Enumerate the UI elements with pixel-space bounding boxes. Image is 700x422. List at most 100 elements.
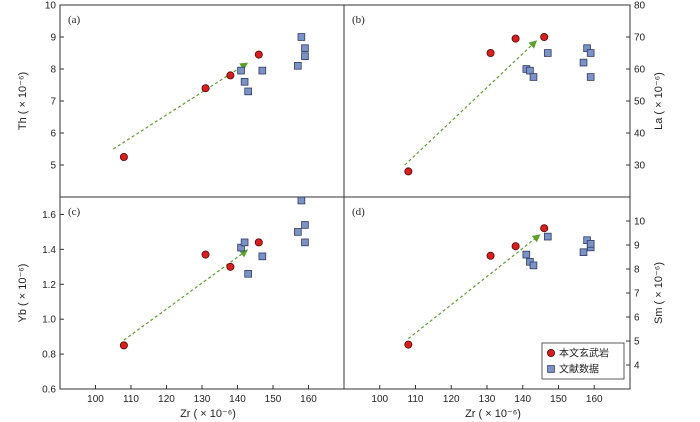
y-tick-label: 1.4 [42,245,56,256]
panel-label: (a) [68,14,81,26]
trend-line [123,253,243,341]
data-point-literature [301,52,309,60]
y-tick-label: 1.2 [42,280,56,291]
y-tick-label: 10 [45,1,57,12]
data-point-literature [522,250,531,259]
panel-0: (a) 5 6 7 8 9 10 Th ( × 10⁻⁶) [17,1,345,198]
panel-2: (c) 0.6 0.8 1.0 1.2 1.4 1.6 100 110 120 130 140 150 1… [17,196,345,420]
x-tick-label: 140 [229,394,246,405]
data-point-literature [586,73,595,81]
y-tick-label: 50 [634,97,646,108]
x-tick-label: 110 [408,394,424,405]
panel-label: (c) [68,206,81,218]
data-point-literature [526,66,534,75]
y-tick-label: 40 [634,129,646,140]
y-tick-label: 60 [634,65,646,76]
plot-frame [343,4,631,198]
data-point-literature [297,33,306,41]
x-tick-label: 150 [265,394,282,405]
x-tick-label: 110 [123,394,139,405]
x-axis-label: Zr ( × 10⁻⁶) [465,408,521,420]
data-point-basalt [226,71,235,80]
x-tick-label: 120 [443,394,460,405]
y-tick-label: 8 [50,65,56,76]
data-point-literature [579,248,588,257]
legend-box [541,342,625,380]
data-point-literature [529,73,538,81]
x-tick-label: 160 [300,394,317,405]
trend-line [404,45,532,166]
data-point-literature [258,252,267,261]
data-point-literature [586,239,595,248]
y-tick-label: 7 [634,289,640,300]
x-axis-label: Zr ( × 10⁻⁶) [180,408,236,420]
data-point-literature [237,66,245,75]
data-point-basalt [226,262,235,271]
data-point-literature [586,49,595,57]
y-tick-label: 30 [634,161,646,172]
data-point-literature [543,232,552,241]
y-tick-label: 1.6 [42,210,56,221]
data-point-literature [301,221,309,229]
data-point-literature [579,58,588,67]
data-point-basalt [254,238,263,247]
data-point-basalt [201,250,210,259]
data-point-basalt [201,84,210,93]
data-point-literature [240,78,249,86]
trend-line [112,66,242,150]
data-point-literature [258,66,267,75]
trend-line [407,238,535,340]
x-tick-label: 130 [194,394,211,405]
y-tick-label: 7 [50,97,56,108]
data-point-literature [240,238,249,247]
panel-label: (d) [352,206,365,218]
legend-label-basalt: 本文玄武岩 [559,347,609,360]
data-point-literature [529,261,538,270]
data-point-basalt [511,242,520,251]
x-tick-label: 100 [87,394,104,405]
legend-label-literature: 文献数据 [559,363,599,376]
y-tick-label: 0.8 [42,350,56,361]
y-axis-label: Th ( × 10⁻⁶) [17,72,29,130]
data-point-basalt [404,340,413,349]
data-point-literature [244,87,252,96]
data-point-basalt [254,50,263,59]
y-tick-label: 6 [50,129,56,140]
data-point-basalt [404,167,413,176]
data-point-literature [294,62,302,70]
legend-marker-literature [547,365,555,373]
data-point-literature [294,228,302,236]
data-point-basalt [511,34,520,43]
data-point-basalt [540,33,549,42]
y-tick-label: 8 [634,265,640,276]
x-tick-label: 160 [586,394,603,405]
y-axis-label: Yb ( × 10⁻⁶) [17,264,29,323]
trend-arrowhead [528,40,538,49]
x-tick-label: 100 [371,394,388,405]
y-axis-label: Sm ( × 10⁻⁶) [653,262,665,324]
y-tick-label: 9 [50,33,56,44]
y-tick-label: 5 [50,161,56,172]
panel-label: (b) [352,14,365,26]
data-point-basalt [486,49,495,58]
legend-marker-basalt [547,348,556,357]
trend-arrowhead [239,62,249,71]
data-point-basalt [119,152,128,161]
y-axis-label: La ( × 10⁻⁶) [653,72,665,130]
data-point-basalt [486,251,495,260]
data-point-literature [543,49,552,57]
data-point-literature [297,196,306,205]
data-point-basalt [119,341,128,350]
x-tick-label: 130 [479,394,496,405]
x-tick-label: 140 [514,394,531,405]
y-tick-label: 10 [634,217,646,228]
panel-1: (b) 30 40 50 60 70 80 La ( × 10⁻⁶) [343,1,665,198]
data-point-basalt [540,224,549,233]
y-tick-label: 9 [634,241,640,252]
data-point-literature [301,44,309,52]
y-tick-label: 6 [634,313,640,324]
trend-arrowhead [531,234,541,243]
data-point-literature [244,269,252,278]
y-tick-label: 0.6 [42,385,56,396]
